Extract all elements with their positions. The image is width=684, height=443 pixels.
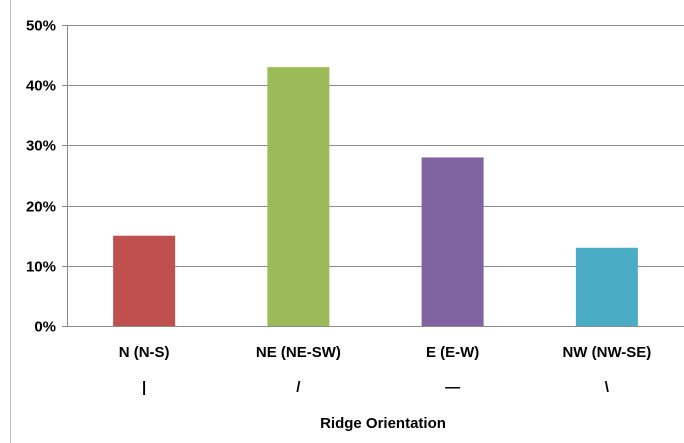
- x-category-label: NE (NE-SW): [256, 344, 341, 361]
- y-tick-label: 40%: [26, 78, 56, 95]
- orientation-symbol: /: [296, 379, 301, 396]
- y-tick-label: 30%: [26, 138, 56, 155]
- y-tick-label: 10%: [26, 259, 56, 276]
- x-axis-title: Ridge Orientation: [320, 415, 446, 432]
- x-category-labels: N (N-S) NE (NE-SW) E (E-W) NW (NW-SE): [119, 344, 652, 361]
- y-tick-label: 50%: [26, 18, 56, 35]
- gridlines: [67, 25, 684, 267]
- x-category-label: N (N-S): [119, 344, 170, 361]
- y-tick-label: 20%: [26, 199, 56, 216]
- orientation-symbols: | / — \: [142, 379, 610, 396]
- bar: [267, 67, 330, 326]
- x-category-label: E (E-W): [426, 344, 479, 361]
- x-category-label: NW (NW-SE): [562, 344, 651, 361]
- y-tick-labels: 0% 10% 20% 30% 40% 50%: [26, 18, 67, 336]
- bars: [113, 67, 638, 326]
- orientation-symbol: |: [142, 379, 146, 396]
- bar: [113, 235, 176, 326]
- bar: [421, 157, 484, 326]
- orientation-symbol: —: [445, 379, 460, 396]
- axes: [67, 25, 684, 327]
- y-tick-label: 0%: [34, 319, 56, 336]
- orientation-symbol: \: [605, 379, 610, 396]
- bar: [575, 247, 638, 326]
